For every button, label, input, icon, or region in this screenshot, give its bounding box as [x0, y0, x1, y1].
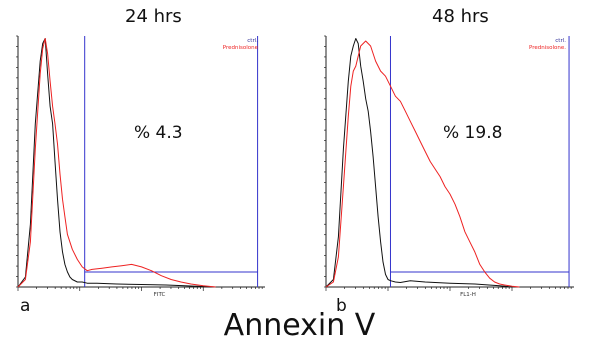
series-line-prednisolone: [325, 40, 520, 288]
legend-entry: Prednisolone: [223, 45, 259, 51]
panel-a-title: 24 hrs: [125, 6, 182, 27]
legend-entry: ctrl.: [247, 38, 258, 44]
legend-entry: ctrl.: [555, 38, 566, 44]
histogram-panel-b: % 19.8 ctrl.Prednisolone. FL1-H: [324, 35, 574, 298]
x-axis-main-label: Annexin V: [223, 308, 376, 343]
x-axis-label: FL1-H: [460, 292, 476, 298]
legend-entry: Prednisolone.: [529, 45, 566, 51]
panel-b-title: 48 hrs: [432, 6, 489, 27]
series-line-prednisolone: [17, 38, 216, 288]
x-axis-label: FITC: [154, 292, 166, 298]
panel-b-letter: b: [336, 296, 347, 316]
panel-a-letter: a: [20, 296, 31, 316]
gate-percentage: % 19.8: [443, 123, 502, 143]
series-line-ctrl: [325, 38, 513, 288]
gate-percentage: % 4.3: [134, 123, 183, 143]
histogram-panel-a: % 4.3 ctrl.Prednisolone FITC: [16, 35, 265, 298]
series-line-ctrl: [17, 38, 216, 288]
